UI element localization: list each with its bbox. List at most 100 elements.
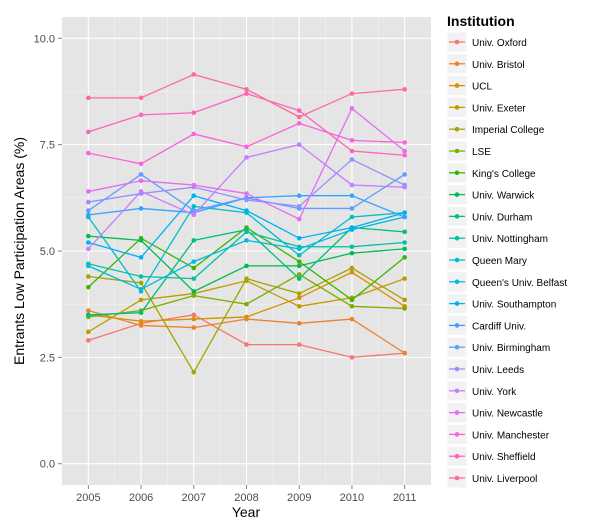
legend-item: Queen's Univ. Belfast xyxy=(446,271,567,293)
data-point xyxy=(86,129,91,135)
data-point xyxy=(349,225,355,230)
data-point xyxy=(349,138,355,143)
series-univ-liverpool xyxy=(86,72,407,120)
legend-key-point xyxy=(454,148,460,154)
data-point xyxy=(138,189,144,194)
data-point xyxy=(402,350,407,356)
data-point xyxy=(86,312,91,318)
data-point xyxy=(86,208,91,213)
data-point xyxy=(402,172,407,177)
data-point xyxy=(296,272,302,277)
legend-item: Cardiff Univ. xyxy=(446,314,526,336)
data-point xyxy=(402,214,407,220)
data-point xyxy=(402,148,407,154)
data-point xyxy=(86,274,91,279)
y-axis-title: Entrants Low Participation Areas (%) xyxy=(11,137,27,365)
data-point xyxy=(191,110,197,116)
legend-item: Univ. Warwick xyxy=(446,184,535,206)
data-point xyxy=(191,131,197,137)
data-point xyxy=(191,193,197,198)
legend-label: Univ. Durham xyxy=(472,212,532,223)
data-point xyxy=(191,289,197,294)
data-point xyxy=(402,297,407,303)
legend-item: Univ. Liverpool xyxy=(446,467,537,489)
data-point xyxy=(191,72,197,77)
x-tick-label: 2010 xyxy=(340,492,364,504)
data-point xyxy=(191,293,197,298)
data-point xyxy=(349,297,355,303)
data-point xyxy=(349,182,355,188)
data-point xyxy=(296,304,302,309)
data-point xyxy=(349,269,355,275)
data-point xyxy=(191,238,197,243)
data-point xyxy=(402,240,407,245)
legend-key-point xyxy=(454,432,460,437)
data-point xyxy=(191,316,197,322)
legend: Univ. Oxford Univ. Bristol UCL Univ. Exeter… xyxy=(446,31,567,489)
series-univ-york xyxy=(86,142,407,252)
series-lines xyxy=(86,72,407,375)
data-point xyxy=(402,246,407,252)
series-univ-warwick xyxy=(86,233,407,294)
legend-key-point xyxy=(454,39,460,45)
data-point xyxy=(191,204,197,209)
legend-key-point xyxy=(454,301,460,306)
legend-label: LSE xyxy=(472,147,491,158)
data-point xyxy=(138,318,144,324)
legend-title: Institution xyxy=(447,13,515,29)
legend-key-point xyxy=(454,366,460,372)
data-point xyxy=(191,312,197,318)
data-point xyxy=(244,197,249,203)
legend-key-point xyxy=(454,105,460,110)
data-point xyxy=(296,276,302,281)
data-point xyxy=(138,280,144,286)
legend-item: Univ. Durham xyxy=(446,205,532,227)
legend-item: Univ. York xyxy=(446,380,517,402)
data-point xyxy=(349,91,355,96)
data-point xyxy=(244,263,249,269)
data-point xyxy=(86,308,91,313)
data-point xyxy=(296,142,302,147)
legend-item: Univ. Sheffield xyxy=(446,445,536,467)
data-point xyxy=(138,95,144,101)
legend-item: Imperial College xyxy=(446,118,545,140)
legend-key-point xyxy=(454,257,460,263)
data-point xyxy=(138,172,144,177)
data-point xyxy=(191,182,197,188)
legend-label: Univ. Warwick xyxy=(472,191,535,202)
legend-item: Univ. Birmingham xyxy=(446,336,550,358)
data-point xyxy=(349,316,355,322)
data-point xyxy=(244,314,249,320)
legend-item: Queen Mary xyxy=(446,249,527,271)
legend-label: UCL xyxy=(472,82,492,93)
data-point xyxy=(349,244,355,250)
legend-item: Univ. Newcastle xyxy=(446,402,543,424)
legend-label: Imperial College xyxy=(472,125,545,136)
data-point xyxy=(86,338,91,343)
data-point xyxy=(296,193,302,198)
series-univ-manchester xyxy=(86,121,407,167)
legend-label: Queen Mary xyxy=(472,256,527,267)
data-point xyxy=(244,229,249,235)
data-point xyxy=(402,152,407,158)
data-point xyxy=(296,246,302,252)
x-tick-label: 2011 xyxy=(393,492,417,504)
legend-key-point xyxy=(454,323,460,328)
data-point xyxy=(191,265,197,271)
data-point xyxy=(296,342,302,347)
y-tick-label: 7.5 xyxy=(40,140,55,152)
legend-key-point xyxy=(454,388,460,394)
data-point xyxy=(296,291,302,296)
y-tick-label: 2.5 xyxy=(40,352,55,364)
data-point xyxy=(138,112,144,118)
data-point xyxy=(402,210,407,216)
data-point xyxy=(349,304,355,309)
legend-item: UCL xyxy=(446,75,492,96)
data-point xyxy=(296,252,302,258)
data-point xyxy=(402,184,407,190)
legend-item: Univ. Nottingham xyxy=(446,227,548,249)
data-point xyxy=(244,144,249,150)
data-point xyxy=(244,87,249,92)
data-point xyxy=(138,297,144,303)
data-point xyxy=(244,342,249,347)
